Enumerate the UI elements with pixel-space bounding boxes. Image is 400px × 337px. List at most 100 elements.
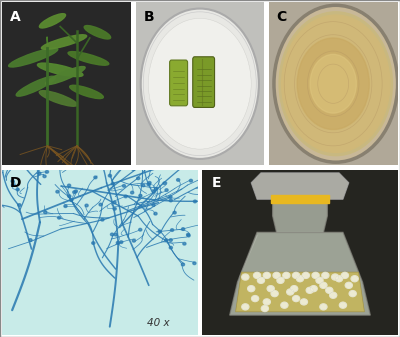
Circle shape bbox=[292, 272, 300, 278]
Circle shape bbox=[242, 304, 249, 310]
Circle shape bbox=[163, 182, 166, 185]
FancyBboxPatch shape bbox=[170, 60, 188, 106]
Circle shape bbox=[254, 272, 260, 278]
Circle shape bbox=[113, 201, 116, 204]
Circle shape bbox=[312, 272, 319, 278]
Circle shape bbox=[170, 229, 174, 232]
Circle shape bbox=[6, 159, 9, 161]
Circle shape bbox=[340, 302, 346, 308]
Circle shape bbox=[74, 190, 78, 192]
Circle shape bbox=[258, 277, 264, 283]
Circle shape bbox=[332, 274, 339, 280]
Circle shape bbox=[244, 149, 247, 151]
Circle shape bbox=[271, 290, 278, 297]
Circle shape bbox=[52, 64, 56, 67]
Circle shape bbox=[110, 233, 114, 236]
Circle shape bbox=[75, 103, 78, 106]
Circle shape bbox=[208, 124, 211, 126]
Circle shape bbox=[111, 182, 114, 185]
Circle shape bbox=[182, 263, 184, 266]
Circle shape bbox=[19, 141, 22, 143]
Polygon shape bbox=[230, 233, 370, 315]
Circle shape bbox=[152, 190, 156, 193]
Circle shape bbox=[67, 157, 70, 159]
Circle shape bbox=[114, 233, 117, 236]
Circle shape bbox=[56, 190, 59, 193]
Circle shape bbox=[310, 286, 317, 292]
Circle shape bbox=[263, 299, 270, 305]
Circle shape bbox=[120, 241, 123, 244]
Circle shape bbox=[12, 184, 14, 186]
Circle shape bbox=[282, 15, 390, 152]
Circle shape bbox=[274, 5, 398, 162]
Circle shape bbox=[322, 272, 329, 278]
Circle shape bbox=[171, 118, 174, 120]
Circle shape bbox=[14, 91, 17, 94]
Circle shape bbox=[38, 172, 41, 175]
Circle shape bbox=[164, 239, 168, 241]
Circle shape bbox=[169, 246, 172, 249]
Circle shape bbox=[149, 160, 152, 163]
Circle shape bbox=[154, 187, 158, 190]
Circle shape bbox=[147, 183, 150, 186]
Circle shape bbox=[183, 242, 186, 245]
Circle shape bbox=[169, 199, 172, 202]
FancyBboxPatch shape bbox=[193, 57, 214, 108]
Ellipse shape bbox=[46, 66, 85, 85]
Circle shape bbox=[66, 82, 69, 84]
Circle shape bbox=[58, 216, 61, 219]
Circle shape bbox=[206, 191, 210, 194]
Circle shape bbox=[123, 129, 126, 132]
Circle shape bbox=[16, 188, 19, 191]
Circle shape bbox=[120, 150, 123, 153]
Circle shape bbox=[29, 239, 32, 241]
Ellipse shape bbox=[9, 48, 58, 67]
Text: B: B bbox=[143, 10, 154, 24]
Circle shape bbox=[113, 208, 116, 210]
Circle shape bbox=[92, 242, 95, 244]
Bar bbox=[271, 195, 329, 203]
Circle shape bbox=[292, 296, 300, 302]
Circle shape bbox=[94, 176, 97, 179]
Circle shape bbox=[326, 287, 333, 293]
Circle shape bbox=[99, 203, 102, 206]
Circle shape bbox=[14, 155, 17, 158]
Polygon shape bbox=[273, 196, 327, 233]
Circle shape bbox=[26, 163, 29, 165]
Circle shape bbox=[11, 119, 14, 122]
Ellipse shape bbox=[68, 52, 109, 65]
Circle shape bbox=[345, 282, 352, 288]
Circle shape bbox=[186, 233, 190, 236]
Circle shape bbox=[273, 272, 280, 278]
Circle shape bbox=[108, 174, 112, 177]
Circle shape bbox=[192, 136, 195, 139]
Circle shape bbox=[310, 54, 356, 113]
Circle shape bbox=[279, 12, 392, 156]
Circle shape bbox=[143, 119, 146, 121]
Circle shape bbox=[141, 8, 259, 159]
Circle shape bbox=[183, 118, 186, 121]
Circle shape bbox=[44, 211, 47, 214]
Text: D: D bbox=[10, 176, 22, 190]
Circle shape bbox=[227, 130, 230, 133]
Circle shape bbox=[330, 292, 337, 298]
Circle shape bbox=[263, 272, 270, 278]
Ellipse shape bbox=[70, 85, 103, 98]
Ellipse shape bbox=[47, 37, 48, 46]
Text: C: C bbox=[276, 10, 287, 24]
Circle shape bbox=[148, 182, 151, 184]
Circle shape bbox=[68, 195, 71, 197]
Circle shape bbox=[124, 195, 127, 198]
Circle shape bbox=[54, 141, 56, 143]
Circle shape bbox=[182, 228, 185, 231]
Circle shape bbox=[139, 228, 142, 231]
Circle shape bbox=[177, 148, 180, 150]
Circle shape bbox=[116, 241, 120, 244]
Circle shape bbox=[172, 121, 175, 123]
Text: 40 x: 40 x bbox=[147, 318, 170, 328]
Ellipse shape bbox=[16, 76, 55, 96]
Circle shape bbox=[320, 282, 327, 288]
Circle shape bbox=[128, 145, 132, 148]
Circle shape bbox=[43, 175, 46, 178]
Circle shape bbox=[169, 239, 172, 241]
